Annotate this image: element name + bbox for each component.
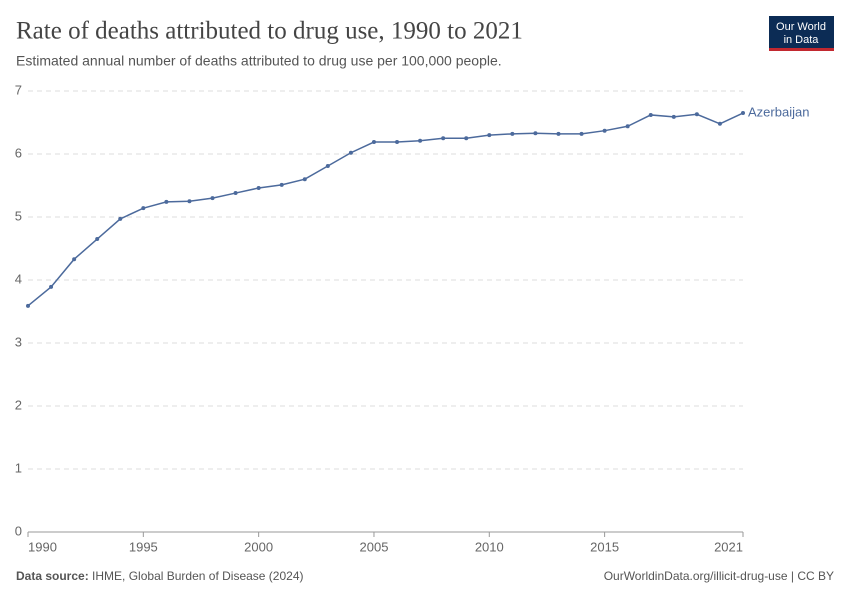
y-tick-label: 1 <box>15 460 22 475</box>
point <box>72 257 77 262</box>
line <box>27 112 744 307</box>
point <box>671 114 676 119</box>
chart-subtitle: Estimated annual number of deaths attrib… <box>16 53 502 69</box>
logo[interactable]: Our World in Data <box>769 16 834 51</box>
point <box>510 131 515 136</box>
point <box>279 182 284 187</box>
point <box>556 131 561 136</box>
point <box>164 199 169 204</box>
point <box>602 128 607 133</box>
point <box>533 131 538 136</box>
point <box>187 199 192 204</box>
point <box>717 121 722 126</box>
x-tick-label: 1995 <box>129 539 158 554</box>
point <box>325 163 330 168</box>
x-tick-label: 2015 <box>590 539 619 554</box>
chart-title: Rate of deaths attributed to drug use, 1… <box>16 18 523 45</box>
point <box>464 136 469 141</box>
source: Data source: IHME, Global Burden of Dise… <box>16 569 303 583</box>
point <box>118 216 123 221</box>
y-tick-label: 2 <box>15 397 22 412</box>
logo-bar <box>769 48 834 51</box>
point <box>95 237 100 242</box>
point <box>487 133 492 138</box>
logo-box <box>769 16 834 50</box>
point <box>210 196 215 201</box>
point <box>418 138 423 143</box>
point <box>348 150 353 155</box>
point <box>141 206 146 211</box>
point <box>694 112 699 117</box>
point <box>26 303 30 308</box>
x-tick-label: 2010 <box>475 539 504 554</box>
point <box>395 140 400 145</box>
x-tick-label: 2005 <box>360 539 389 554</box>
y-tick-label: 4 <box>15 271 22 286</box>
point <box>625 124 630 129</box>
source-text: IHME, Global Burden of Disease (2024) <box>92 569 303 583</box>
y-tick-label: 0 <box>15 523 22 538</box>
y-tick-label: 7 <box>15 82 22 97</box>
logo-text: in Data <box>784 34 820 46</box>
point <box>441 136 446 141</box>
point <box>371 140 376 145</box>
point <box>648 112 653 117</box>
source-label: Data source: <box>16 569 89 583</box>
x-tick-label: 1990 <box>28 539 57 554</box>
point <box>302 177 307 182</box>
series-label: Azerbaijan <box>748 104 809 119</box>
logo-text: Our World <box>776 21 826 33</box>
point <box>49 284 54 289</box>
point <box>579 131 584 136</box>
point <box>256 186 261 191</box>
x-tick-label: 2000 <box>244 539 273 554</box>
y-tick-label: 5 <box>15 208 22 223</box>
y-tick-label: 6 <box>15 145 22 160</box>
x-tick-label: 2021 <box>714 539 743 554</box>
url[interactable]: OurWorldinData.org/illicit-drug-use | CC… <box>604 569 834 583</box>
point <box>741 111 745 116</box>
y-tick-label: 3 <box>15 334 22 349</box>
point <box>233 191 238 196</box>
